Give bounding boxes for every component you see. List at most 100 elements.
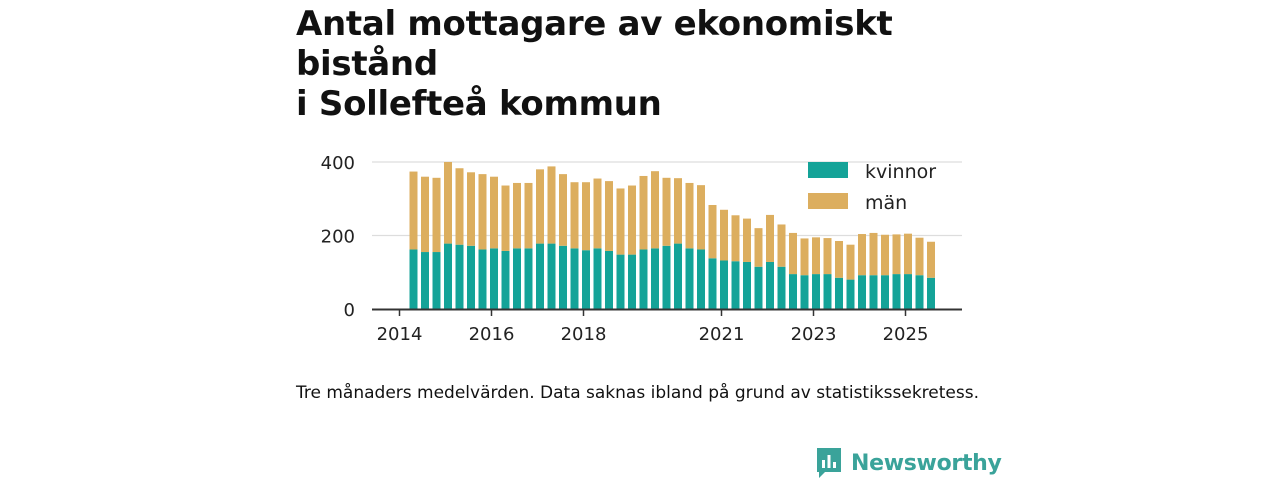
bar-kvinnor-28: [731, 261, 740, 309]
bar-man-21: [651, 171, 659, 249]
bar-man-25: [697, 185, 705, 250]
bar-man-26: [708, 204, 717, 259]
bar-man-33: [789, 232, 797, 275]
x-tick-label: 2018: [561, 324, 607, 345]
legend-label-kvinnor: kvinnor: [865, 161, 936, 183]
bar-man-41: [881, 234, 889, 276]
bar-kvinnor-31: [766, 261, 774, 309]
bar-man-7: [490, 176, 498, 249]
bar-kvinnor-19: [628, 254, 636, 309]
bar-kvinnor-35: [812, 274, 820, 309]
bar-kvinnor-30: [754, 266, 763, 309]
bar-kvinnor-15: [582, 250, 590, 309]
x-tick-label: 2021: [699, 324, 745, 345]
x-tick-label: 2014: [377, 324, 423, 345]
bar-man-17: [605, 181, 613, 251]
x-tick-label: 2016: [469, 324, 515, 345]
bar-man-18: [616, 188, 625, 255]
bar-man-11: [536, 169, 544, 244]
bar-kvinnor-5: [467, 245, 475, 309]
bar-kvinnor-37: [835, 277, 843, 309]
bar-man-35: [812, 237, 820, 275]
bar-man-32: [777, 224, 786, 267]
bar-man-24: [685, 182, 694, 249]
title-line-1: Antal mottagare av ekonomiskt bistånd: [296, 4, 893, 84]
bar-kvinnor-1: [421, 252, 429, 309]
bar-kvinnor-44: [915, 275, 924, 309]
bar-man-0: [409, 171, 418, 250]
bar-kvinnor-38: [846, 279, 855, 309]
bar-kvinnor-45: [927, 277, 935, 309]
bar-man-4: [455, 168, 464, 245]
bar-man-23: [674, 178, 682, 244]
bar-kvinnor-4: [455, 244, 464, 309]
bar-kvinnor-40: [869, 275, 878, 309]
bar-kvinnor-17: [605, 250, 613, 309]
bar-kvinnor-8: [501, 250, 510, 309]
bar-man-1: [421, 176, 429, 253]
bar-man-10: [524, 182, 533, 249]
bar-man-9: [513, 182, 521, 249]
bar-man-42: [892, 234, 901, 275]
bar-man-22: [662, 177, 671, 246]
bar-kvinnor-21: [651, 248, 659, 309]
newsworthy-logo-icon: [817, 448, 841, 478]
legend-label-man: män: [865, 192, 907, 214]
bar-man-43: [904, 233, 912, 275]
bar-man-44: [915, 237, 924, 276]
bar-kvinnor-7: [490, 248, 498, 309]
x-axis: 2014 2016 2018 2021 2023 2025: [372, 308, 962, 345]
legend: kvinnor män: [808, 161, 936, 214]
title-line-2: i Sollefteå kommun: [296, 84, 662, 124]
bar-man-20: [639, 175, 648, 250]
bar-man-31: [766, 214, 774, 262]
bar-kvinnor-16: [593, 248, 602, 309]
bar-man-28: [731, 215, 740, 262]
legend-swatch-kvinnor: [808, 162, 848, 178]
bar-man-34: [800, 238, 809, 276]
bar-man-16: [593, 178, 602, 249]
bar-kvinnor-33: [789, 274, 797, 309]
bar-man-36: [823, 238, 832, 275]
bar-kvinnor-39: [858, 275, 866, 309]
bar-kvinnor-26: [708, 258, 717, 309]
bar-kvinnor-10: [524, 248, 533, 309]
bar-kvinnor-14: [570, 248, 579, 309]
bar-kvinnor-3: [444, 243, 452, 309]
y-axis: 0 200 400: [321, 153, 355, 321]
bar-man-39: [858, 234, 866, 276]
bar-kvinnor-25: [697, 249, 705, 309]
bar-kvinnor-2: [432, 252, 441, 309]
bar-man-3: [444, 162, 452, 244]
chart-caption: Tre månaders medelvärden. Data saknas ib…: [296, 383, 979, 403]
x-tick-label: 2023: [791, 324, 837, 345]
bar-kvinnor-42: [892, 274, 901, 309]
bar-kvinnor-13: [559, 245, 567, 309]
brand[interactable]: Newsworthy: [815, 446, 1002, 480]
bar-man-14: [570, 182, 579, 249]
bar-man-13: [559, 174, 567, 246]
bar-man-12: [547, 166, 556, 244]
bar-kvinnor-11: [536, 243, 544, 309]
y-tick-label: 200: [321, 227, 355, 248]
y-tick-label: 400: [321, 153, 355, 174]
bar-man-2: [432, 177, 441, 253]
bar-kvinnor-6: [478, 249, 487, 309]
bar-kvinnor-0: [409, 249, 418, 309]
brand-name: Newsworthy: [851, 450, 1002, 476]
bar-man-29: [743, 218, 751, 262]
y-tick-label: 0: [344, 300, 355, 321]
bar-kvinnor-18: [616, 254, 625, 309]
bar-kvinnor-12: [547, 243, 556, 309]
bar-kvinnor-43: [904, 274, 912, 309]
bar-man-15: [582, 182, 590, 251]
bar-man-40: [869, 232, 878, 276]
bar-kvinnor-29: [743, 261, 751, 309]
bar-man-19: [628, 185, 636, 255]
bar-man-5: [467, 172, 475, 246]
bar-man-6: [478, 174, 487, 250]
bar-kvinnor-32: [777, 266, 786, 309]
bar-man-8: [501, 185, 510, 251]
bar-kvinnor-20: [639, 249, 648, 309]
